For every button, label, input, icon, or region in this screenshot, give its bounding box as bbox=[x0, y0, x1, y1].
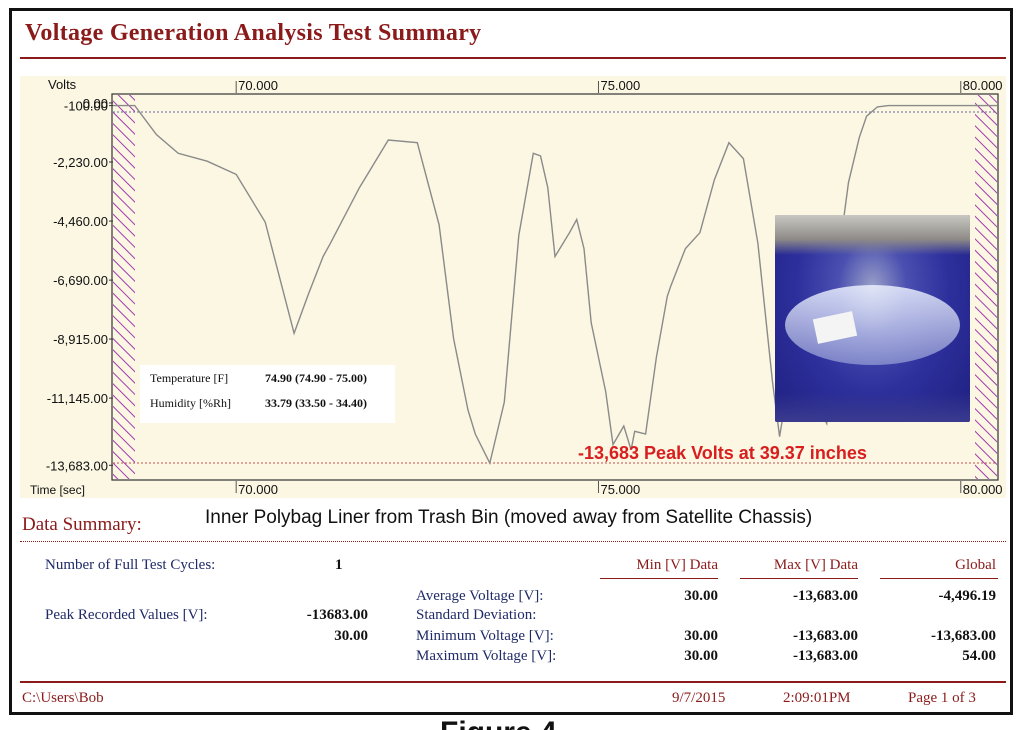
full-cycles-label: Number of Full Test Cycles: bbox=[45, 557, 216, 573]
environment-box: Temperature [F] 74.90 (74.90 - 75.00) Hum… bbox=[140, 365, 395, 423]
row-label: Minimum Voltage [V]: bbox=[416, 628, 554, 644]
report-title: Voltage Generation Analysis Test Summary bbox=[25, 20, 482, 46]
row-global: -13,683.00 bbox=[931, 628, 996, 644]
temperature-value: 74.90 (74.90 - 75.00) bbox=[265, 371, 367, 385]
temperature-label: Temperature [F] bbox=[150, 371, 229, 385]
row-min: 30.00 bbox=[684, 648, 718, 664]
col-header-min: Min [V] Data bbox=[636, 557, 718, 573]
footer-divider bbox=[20, 681, 1006, 683]
title-divider bbox=[20, 57, 1006, 59]
footer-date: 9/7/2015 bbox=[672, 690, 726, 706]
row-max: -13,683.00 bbox=[793, 648, 858, 664]
trash-bin-photo bbox=[775, 215, 970, 422]
row-label: Average Voltage [V]: bbox=[416, 588, 544, 604]
footer-page: Page 1 of 3 bbox=[908, 690, 976, 706]
col-rule-max bbox=[740, 578, 858, 579]
row-min: 30.00 bbox=[684, 628, 718, 644]
humidity-label: Humidity [%Rh] bbox=[150, 396, 231, 410]
row-min: 30.00 bbox=[684, 588, 718, 604]
row-max: -13,683.00 bbox=[793, 588, 858, 604]
full-cycles-value: 1 bbox=[335, 557, 343, 573]
peak-annotation: -13,683 Peak Volts at 39.37 inches bbox=[578, 443, 867, 463]
row-max: -13,683.00 bbox=[793, 628, 858, 644]
col-rule-min bbox=[600, 578, 718, 579]
col-header-max: Max [V] Data bbox=[773, 557, 858, 573]
peak-value-2: 30.00 bbox=[334, 628, 368, 644]
peak-value-1: -13683.00 bbox=[306, 607, 368, 623]
col-header-global: Global bbox=[955, 557, 996, 573]
row-label: Maximum Voltage [V]: bbox=[416, 648, 557, 664]
row-label: Standard Deviation: bbox=[416, 607, 537, 623]
humidity-value: 33.79 (33.50 - 34.40) bbox=[265, 396, 367, 410]
footer-path: C:\Users\Bob bbox=[22, 690, 104, 706]
figure-caption: Inner Polybag Liner from Trash Bin (move… bbox=[205, 507, 813, 528]
figure-label: Figure 4 bbox=[440, 716, 557, 730]
footer-time: 2:09:01PM bbox=[783, 690, 851, 706]
col-rule-global bbox=[880, 578, 998, 579]
peak-values-label: Peak Recorded Values [V]: bbox=[45, 607, 208, 623]
row-global: -4,496.19 bbox=[938, 588, 997, 604]
row-global: 54.00 bbox=[962, 648, 996, 664]
data-summary-heading: Data Summary: bbox=[22, 514, 142, 535]
data-summary-divider bbox=[20, 541, 1006, 542]
